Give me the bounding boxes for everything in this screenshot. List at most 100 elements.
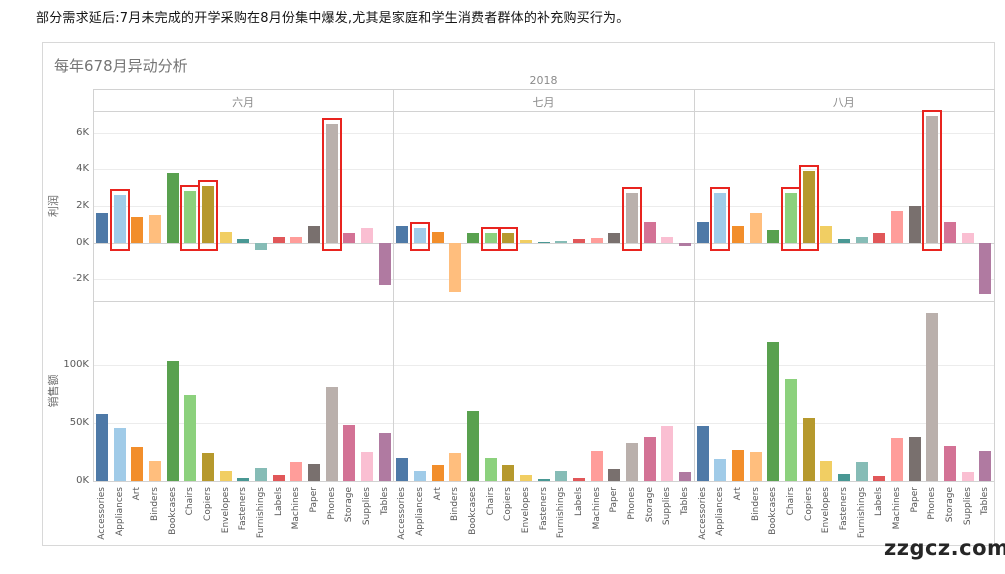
profit-bar[interactable] xyxy=(678,242,691,247)
sales-bar[interactable] xyxy=(201,453,214,481)
sales-bar[interactable] xyxy=(113,427,126,481)
profit-bar[interactable] xyxy=(360,227,373,243)
profit-bar[interactable] xyxy=(926,116,939,243)
sales-bar[interactable] xyxy=(767,341,780,481)
sales-bar[interactable] xyxy=(502,464,515,481)
sales-bar[interactable] xyxy=(678,471,691,481)
sales-bar[interactable] xyxy=(731,449,744,481)
sales-bar[interactable] xyxy=(643,436,656,481)
sales-bar[interactable] xyxy=(696,426,709,481)
profit-bar[interactable] xyxy=(961,233,974,243)
profit-bar[interactable] xyxy=(731,226,744,243)
profit-bar[interactable] xyxy=(449,242,462,292)
sales-bar[interactable] xyxy=(396,457,409,481)
sales-bar[interactable] xyxy=(890,438,903,481)
profit-bar[interactable] xyxy=(502,233,515,243)
sales-bar[interactable] xyxy=(131,447,144,481)
sales-bar[interactable] xyxy=(661,426,674,481)
profit-bar[interactable] xyxy=(272,237,285,243)
sales-bar[interactable] xyxy=(343,425,356,481)
sales-bar[interactable] xyxy=(961,471,974,481)
profit-bar[interactable] xyxy=(820,226,833,243)
profit-bar[interactable] xyxy=(608,233,621,243)
sales-bar[interactable] xyxy=(714,458,727,481)
profit-bar[interactable] xyxy=(890,211,903,243)
profit-bar[interactable] xyxy=(237,238,250,243)
profit-bar[interactable] xyxy=(254,242,267,250)
sales-bar[interactable] xyxy=(307,463,320,481)
profit-bar[interactable] xyxy=(802,171,815,243)
sales-bar[interactable] xyxy=(272,475,285,481)
profit-bar[interactable] xyxy=(201,185,214,243)
profit-bar[interactable] xyxy=(307,226,320,243)
profit-bar[interactable] xyxy=(873,233,886,243)
sales-bar[interactable] xyxy=(572,477,585,481)
sales-bar[interactable] xyxy=(979,450,992,481)
sales-bar[interactable] xyxy=(166,361,179,481)
profit-bar[interactable] xyxy=(184,191,197,243)
sales-bar[interactable] xyxy=(148,461,161,481)
profit-bar[interactable] xyxy=(290,237,303,243)
profit-bar[interactable] xyxy=(131,216,144,243)
sales-bar[interactable] xyxy=(219,470,232,481)
profit-bar[interactable] xyxy=(113,195,126,243)
sales-bar[interactable] xyxy=(449,453,462,481)
profit-bar[interactable] xyxy=(219,231,232,243)
sales-bar[interactable] xyxy=(943,446,956,481)
sales-bar[interactable] xyxy=(784,378,797,481)
profit-bar[interactable] xyxy=(413,227,426,243)
sales-bar[interactable] xyxy=(537,478,550,481)
profit-bar[interactable] xyxy=(714,193,727,243)
profit-bar[interactable] xyxy=(466,233,479,243)
sales-bar[interactable] xyxy=(873,476,886,481)
sales-bar[interactable] xyxy=(413,470,426,481)
profit-bar[interactable] xyxy=(95,213,108,243)
sales-bar[interactable] xyxy=(254,468,267,481)
profit-bar[interactable] xyxy=(166,173,179,243)
profit-bar[interactable] xyxy=(784,193,797,243)
sales-bar[interactable] xyxy=(95,413,108,481)
sales-bar[interactable] xyxy=(378,433,391,481)
sales-bar[interactable] xyxy=(590,450,603,481)
profit-bar[interactable] xyxy=(537,241,550,243)
profit-bar[interactable] xyxy=(343,233,356,243)
profit-bar[interactable] xyxy=(979,242,992,294)
profit-bar[interactable] xyxy=(749,213,762,243)
sales-bar[interactable] xyxy=(926,312,939,481)
sales-bar[interactable] xyxy=(749,451,762,481)
profit-bar[interactable] xyxy=(484,233,497,243)
sales-bar[interactable] xyxy=(555,470,568,481)
sales-bar[interactable] xyxy=(325,386,338,481)
sales-bar[interactable] xyxy=(625,442,638,481)
sales-bar[interactable] xyxy=(360,451,373,481)
profit-bar[interactable] xyxy=(590,237,603,243)
sales-bar[interactable] xyxy=(820,461,833,481)
profit-bar[interactable] xyxy=(855,237,868,243)
sales-bar[interactable] xyxy=(466,411,479,481)
profit-bar[interactable] xyxy=(908,206,921,243)
profit-bar[interactable] xyxy=(943,222,956,243)
sales-bar[interactable] xyxy=(519,475,532,481)
profit-bar[interactable] xyxy=(519,239,532,243)
sales-bar[interactable] xyxy=(484,457,497,481)
sales-bar[interactable] xyxy=(184,395,197,481)
profit-bar[interactable] xyxy=(625,193,638,243)
profit-bar[interactable] xyxy=(696,222,709,243)
sales-bar[interactable] xyxy=(908,436,921,481)
profit-bar[interactable] xyxy=(378,242,391,285)
sales-bar[interactable] xyxy=(608,469,621,481)
sales-bar[interactable] xyxy=(855,462,868,481)
sales-bar[interactable] xyxy=(802,418,815,481)
profit-bar[interactable] xyxy=(837,238,850,243)
sales-bar[interactable] xyxy=(837,474,850,481)
profit-bar[interactable] xyxy=(661,237,674,243)
profit-bar[interactable] xyxy=(325,123,338,243)
profit-bar[interactable] xyxy=(555,240,568,243)
profit-bar[interactable] xyxy=(572,238,585,243)
sales-bar[interactable] xyxy=(237,477,250,481)
sales-bar[interactable] xyxy=(431,464,444,481)
sales-bar[interactable] xyxy=(290,462,303,481)
profit-bar[interactable] xyxy=(643,222,656,243)
profit-bar[interactable] xyxy=(431,231,444,243)
profit-bar[interactable] xyxy=(148,215,161,243)
